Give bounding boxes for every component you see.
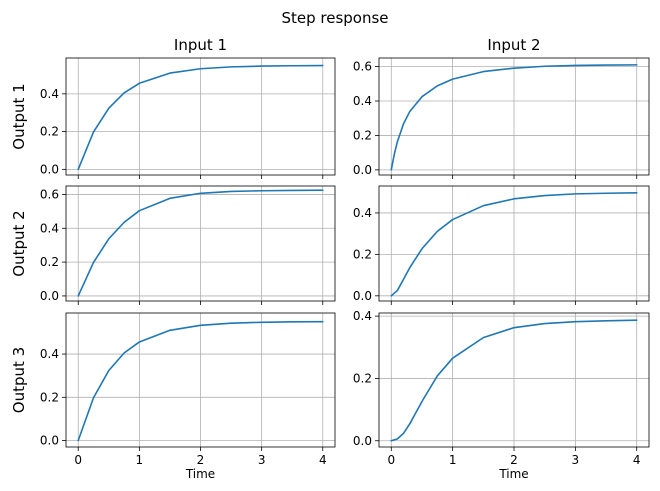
row-label-output-3: Output 3 <box>10 347 28 413</box>
y-tick-label: 0.2 <box>353 247 372 261</box>
y-tick-label: 0.4 <box>353 94 372 108</box>
y-tick-label: 0.0 <box>40 289 59 303</box>
step-response-line-r1c2 <box>390 64 638 171</box>
column-title-input-2: Input 2 <box>487 36 540 54</box>
x-axis-label-input-2: Time <box>498 467 528 481</box>
step-response-line-r2c2 <box>390 192 638 297</box>
y-tick-label: 0.0 <box>353 434 372 448</box>
y-tick-label: 0.4 <box>40 347 59 361</box>
step-response-line-r3c2 <box>390 319 638 442</box>
y-tick-label: 0.2 <box>353 128 372 142</box>
y-tick-label: 0.2 <box>353 371 372 385</box>
row-label-output-2: Output 2 <box>10 210 28 276</box>
y-tick-label: 0.4 <box>353 309 372 323</box>
y-tick-label: 0.2 <box>40 125 59 139</box>
gridlines-r1c1 <box>66 58 335 175</box>
y-tick-label: 0.2 <box>40 255 59 269</box>
y-tick-label: 0.4 <box>40 221 59 235</box>
y-tick-label: 0.0 <box>40 434 59 448</box>
x-tick-label: 1 <box>136 453 144 467</box>
subplot-r3c1: 0 1 2 3 4 0.0 0.2 0.4 <box>40 312 336 467</box>
gridlines-r2c2 <box>379 186 649 301</box>
subplot-r3c2: 0 1 2 3 4 0.0 0.2 0.4 <box>353 309 650 467</box>
x-tick-label: 3 <box>258 453 266 467</box>
row-label-output-1: Output 1 <box>10 83 28 149</box>
subplot-grid: 0.00.20.40.00.20.40.60.00.20.40.60.00.20… <box>40 57 650 467</box>
subplot-r1c1: 0.0 0.2 0.4 <box>40 57 336 179</box>
subplot-r2c1: 0.0 0.2 0.4 0.6 <box>40 185 336 305</box>
x-tick-label: 0 <box>74 453 82 467</box>
column-title-input-1: Input 1 <box>174 36 227 54</box>
x-tick-label: 4 <box>633 453 641 467</box>
y-tick-label: 0.6 <box>40 187 59 201</box>
y-tick-label: 0.0 <box>353 163 372 177</box>
x-tick-label: 3 <box>572 453 580 467</box>
subplot-r1c2: 0.0 0.2 0.4 0.6 <box>353 57 650 179</box>
y-tick-label: 0.0 <box>353 289 372 303</box>
gridlines-r1c2 <box>379 58 649 175</box>
y-tick-label: 0.6 <box>353 60 372 74</box>
step-response-line-r3c1 <box>77 320 324 442</box>
y-tick-label: 0.2 <box>40 390 59 404</box>
x-tick-label: 1 <box>449 453 457 467</box>
gridlines-r3c2 <box>379 313 649 447</box>
step-response-line-r2c1 <box>77 189 324 297</box>
step-response-line-r1c1 <box>77 64 324 171</box>
x-tick-label: 0 <box>387 453 395 467</box>
gridlines-r3c1 <box>66 313 335 447</box>
x-tick-label: 2 <box>510 453 518 467</box>
x-tick-label: 2 <box>197 453 205 467</box>
x-axis-label-input-1: Time <box>185 467 215 481</box>
figure-title: Step response <box>281 9 388 27</box>
y-tick-label: 0.0 <box>40 162 59 176</box>
y-tick-label: 0.4 <box>353 206 372 220</box>
y-tick-label: 0.4 <box>40 87 59 101</box>
x-tick-label: 4 <box>319 453 327 467</box>
gridlines-r2c1 <box>66 186 335 301</box>
subplot-r2c2: 0.0 0.2 0.4 <box>353 185 650 305</box>
